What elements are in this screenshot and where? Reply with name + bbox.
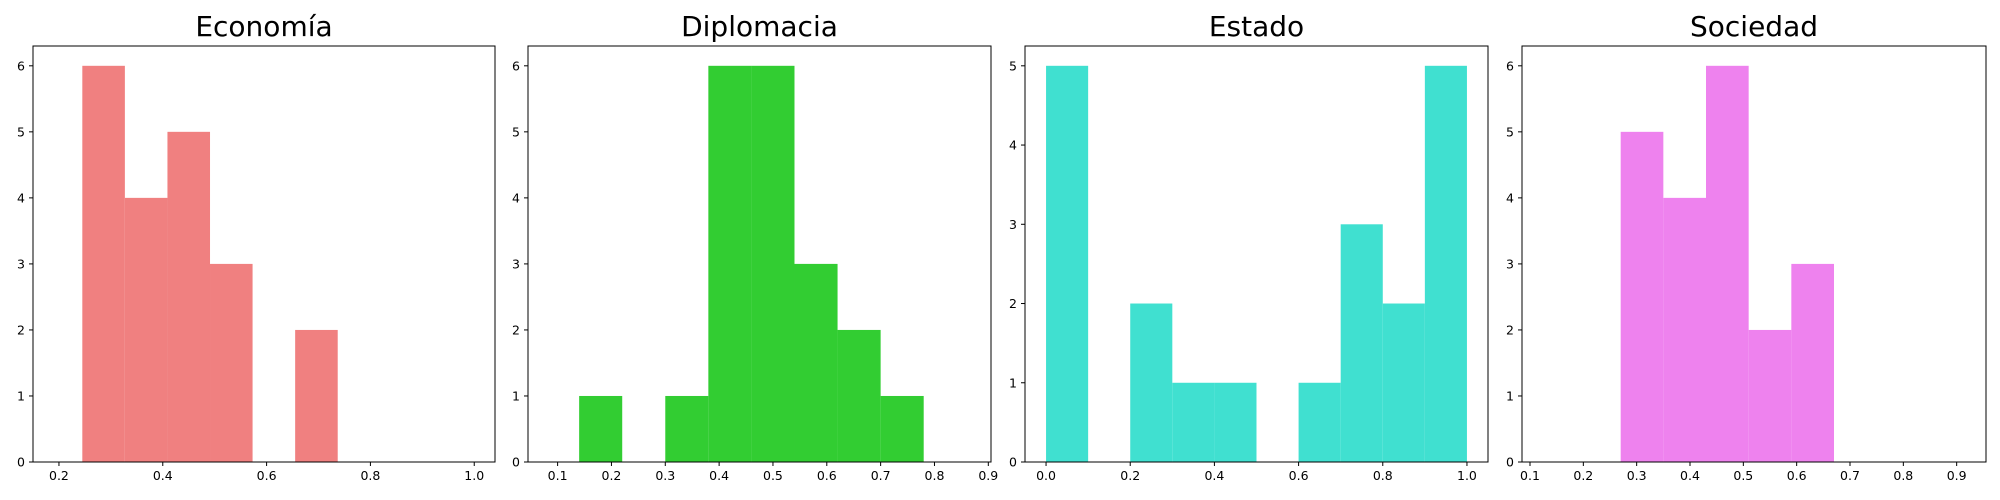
- chart-title-2: Estado: [1209, 10, 1304, 43]
- histogram-bar-1-5: [794, 263, 838, 462]
- histogram-bar-3-4: [1791, 263, 1834, 462]
- x-tick-label: 0.6: [257, 468, 277, 483]
- x-tick-label: 0.6: [817, 468, 837, 483]
- axes-frame-1: [527, 45, 992, 463]
- histogram-bar-0-3: [210, 263, 253, 462]
- histogram-bar-2-9: [1424, 65, 1467, 462]
- y-tick-label: 6: [17, 58, 25, 73]
- x-tick-label: 0.1: [1520, 468, 1540, 483]
- y-tick-label: 3: [512, 256, 520, 271]
- x-tick-label: 0.1: [548, 468, 568, 483]
- axes-frame-0: [32, 45, 496, 463]
- histogram-bar-3-1: [1663, 197, 1706, 462]
- x-tick-label: 0.2: [49, 468, 69, 483]
- y-tick-label: 0: [512, 455, 520, 470]
- y-tick-label: 2: [1009, 296, 1017, 311]
- y-tick-label: 1: [1009, 375, 1017, 390]
- x-tick-label: 1.0: [1457, 468, 1477, 483]
- x-tick-label: 0.3: [655, 468, 675, 483]
- x-tick-label: 0.8: [925, 468, 945, 483]
- chart-title-0: Economía: [195, 10, 332, 43]
- x-tick-label: 0.2: [1120, 468, 1140, 483]
- histogram-bar-1-4: [751, 65, 795, 462]
- histogram-bar-3-2: [1706, 65, 1749, 462]
- x-tick-label: 0.4: [1204, 468, 1224, 483]
- axes-frame-3: [1521, 45, 1987, 463]
- histogram-bar-0-0: [82, 65, 125, 462]
- chart-panel-1: 0.1 0.2 0.3 0.4 0.5 0.6 0.7 0.8 0.9 0 1 2 3 4 5 6 Diplom…: [512, 10, 998, 483]
- histogram-bar-1-0: [579, 395, 623, 462]
- y-tick-label: 5: [1506, 124, 1514, 139]
- x-tick-label: 0.5: [763, 468, 783, 483]
- y-tick-label: 3: [1009, 217, 1017, 232]
- y-tick-label: 4: [1009, 138, 1017, 153]
- x-tick-label: 0.3: [1627, 468, 1647, 483]
- x-tick-label: 1.0: [464, 468, 484, 483]
- histogram-bar-3-0: [1620, 131, 1664, 462]
- chart-panel-0: 0.2 0.4 0.6 0.8 1.0 0 1 2 3 4 5 6 Economía: [17, 10, 496, 483]
- y-tick-label: 5: [1009, 58, 1017, 73]
- y-tick-label: 1: [512, 388, 520, 403]
- x-tick-label: 0.9: [1947, 468, 1967, 483]
- histogram-bar-2-0: [1046, 65, 1089, 462]
- chart-title-1: Diplomacia: [681, 10, 838, 43]
- histogram-bar-0-2: [167, 131, 211, 462]
- histogram-bar-1-7: [880, 395, 924, 462]
- y-tick-label: 0: [1009, 455, 1017, 470]
- y-tick-label: 0: [1506, 455, 1514, 470]
- y-tick-label: 5: [512, 124, 520, 139]
- y-tick-label: 4: [17, 190, 25, 205]
- histogram-bar-2-2: [1130, 303, 1173, 462]
- y-tick-label: 0: [17, 455, 25, 470]
- y-tick-label: 6: [1506, 58, 1514, 73]
- y-tick-label: 1: [1506, 388, 1514, 403]
- axes-frame-2: [1024, 45, 1489, 463]
- y-tick-label: 2: [512, 322, 520, 337]
- histogram-bar-2-8: [1382, 303, 1425, 462]
- x-tick-label: 0.6: [1787, 468, 1807, 483]
- x-tick-label: 0.4: [1680, 468, 1700, 483]
- x-tick-label: 0.8: [1893, 468, 1913, 483]
- x-tick-label: 0.8: [360, 468, 380, 483]
- histogram-bar-0-5: [295, 329, 338, 462]
- histogram-bar-2-3: [1172, 382, 1215, 462]
- x-tick-label: 0.2: [602, 468, 622, 483]
- histogram-bar-3-3: [1748, 329, 1792, 462]
- y-tick-label: 4: [1506, 190, 1514, 205]
- x-tick-label: 0.4: [709, 468, 729, 483]
- histogram-bar-1-2: [665, 395, 709, 462]
- x-tick-label: 0.5: [1733, 468, 1753, 483]
- y-tick-label: 1: [17, 388, 25, 403]
- chart-title-3: Sociedad: [1690, 10, 1818, 43]
- histogram-bar-2-4: [1214, 382, 1257, 462]
- histogram-bar-2-6: [1298, 382, 1341, 462]
- histogram-bar-0-1: [124, 197, 168, 462]
- y-tick-label: 2: [17, 322, 25, 337]
- y-tick-label: 5: [17, 124, 25, 139]
- x-tick-label: 0.0: [1036, 468, 1056, 483]
- histogram-bar-1-3: [708, 65, 752, 462]
- y-tick-label: 6: [512, 58, 520, 73]
- chart-panel-3: 0.1 0.2 0.3 0.4 0.5 0.6 0.7 0.8 0.9 0 1 2 3 4 5 6 Socied…: [1506, 10, 1987, 483]
- histogram-bar-2-7: [1340, 224, 1383, 462]
- x-tick-label: 0.2: [1573, 468, 1593, 483]
- x-tick-label: 0.4: [153, 468, 173, 483]
- histogram-bar-1-6: [837, 329, 881, 462]
- x-tick-label: 0.6: [1289, 468, 1309, 483]
- y-tick-label: 3: [1506, 256, 1514, 271]
- x-tick-label: 0.7: [871, 468, 891, 483]
- x-tick-label: 0.7: [1840, 468, 1860, 483]
- x-tick-label: 0.8: [1373, 468, 1393, 483]
- x-tick-label: 0.9: [978, 468, 998, 483]
- y-tick-label: 4: [512, 190, 520, 205]
- y-tick-label: 3: [17, 256, 25, 271]
- chart-panel-2: 0.0 0.2 0.4 0.6 0.8 1.0 0 1 2 3 4 5 Estado: [1009, 10, 1489, 483]
- y-tick-label: 2: [1506, 322, 1514, 337]
